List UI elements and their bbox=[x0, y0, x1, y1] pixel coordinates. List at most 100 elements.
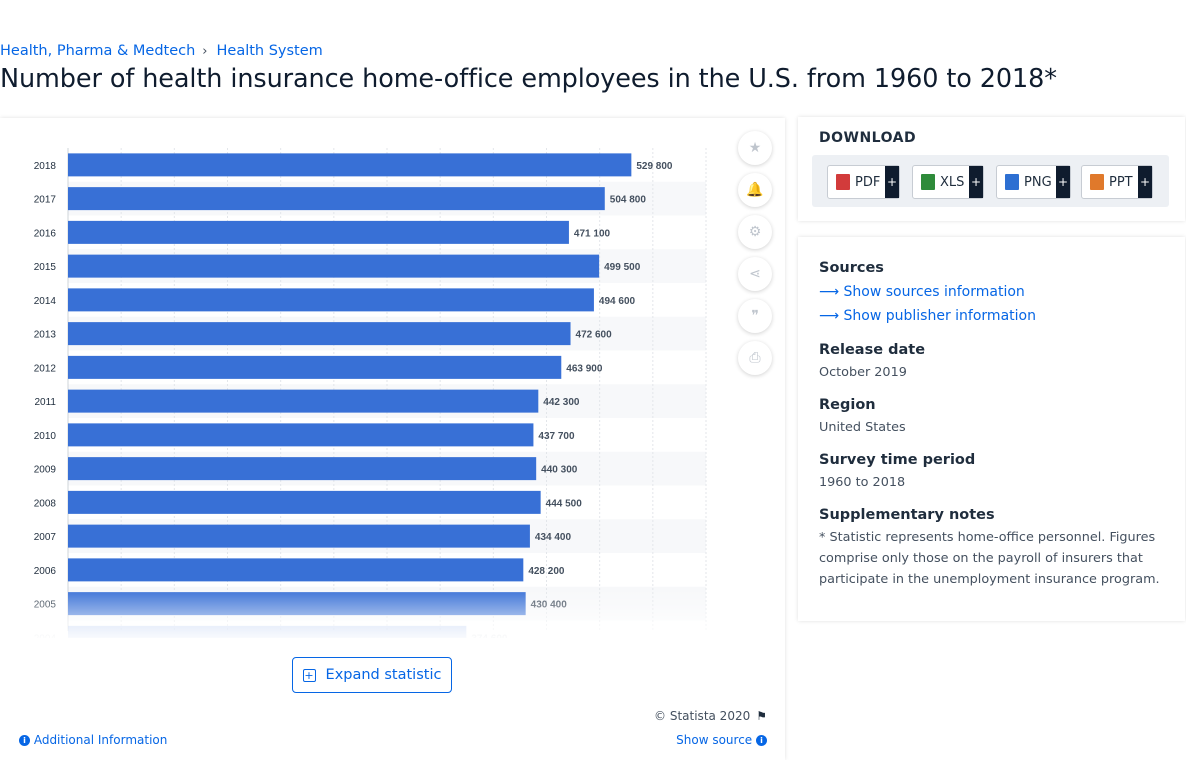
settings-button[interactable]: ⚙ bbox=[738, 215, 772, 249]
show-publisher-label: Show publisher information bbox=[844, 308, 1036, 324]
flag-icon[interactable]: ⚑ bbox=[756, 709, 767, 723]
bar[interactable] bbox=[68, 390, 538, 413]
data-label: 442 300 bbox=[543, 397, 580, 408]
data-label: 529 800 bbox=[636, 161, 673, 172]
show-publisher-link[interactable]: ⟶ Show publisher information bbox=[819, 308, 1036, 324]
y-tick-label: 2008 bbox=[34, 498, 57, 509]
y-tick-label: 2015 bbox=[34, 262, 57, 273]
arrow-right-icon: ⟶ bbox=[819, 284, 839, 300]
share-icon: ⋖ bbox=[749, 266, 761, 282]
bar[interactable] bbox=[68, 187, 605, 210]
y-tick-label: 2011 bbox=[34, 397, 56, 408]
supplementary-notes-heading: Supplementary notes bbox=[819, 507, 995, 523]
y-tick-label: 2013 bbox=[34, 330, 57, 341]
breadcrumb: Health, Pharma & Medtech › Health System bbox=[0, 43, 323, 59]
download-ppt-button[interactable]: PPT + bbox=[1081, 165, 1153, 199]
y-tick-label: 2016 bbox=[34, 228, 57, 239]
additional-information-link[interactable]: i Additional Information bbox=[19, 733, 167, 747]
expand-statistic-button[interactable]: + Expand statistic bbox=[292, 657, 452, 693]
plus-icon[interactable]: + bbox=[885, 166, 899, 198]
download-panel: DOWNLOAD PDF + XLS + PNG + PPT + bbox=[798, 117, 1185, 221]
statistic-info-panel: Sources ⟶ Show sources information ⟶ Sho… bbox=[798, 237, 1185, 621]
y-tick-label: 2009 bbox=[34, 465, 57, 476]
data-label: 437 700 bbox=[538, 431, 575, 442]
ppt-file-icon bbox=[1090, 174, 1104, 190]
download-title: DOWNLOAD bbox=[819, 130, 916, 146]
release-date-value: October 2019 bbox=[819, 365, 907, 380]
supplementary-notes-value: * Statistic represents home-office perso… bbox=[819, 527, 1169, 590]
breadcrumb-item-health-pharma[interactable]: Health, Pharma & Medtech bbox=[0, 43, 195, 59]
copyright-text: © Statista 2020 bbox=[654, 709, 750, 723]
plus-icon[interactable]: + bbox=[1056, 166, 1070, 198]
cite-button[interactable]: ❞ bbox=[738, 299, 772, 333]
show-source-link[interactable]: Show source i bbox=[676, 733, 767, 747]
download-ppt-label: PPT bbox=[1109, 175, 1133, 190]
chart-fade-overlay bbox=[0, 588, 720, 638]
plus-square-icon: + bbox=[303, 669, 316, 682]
chart-toolbar: ★ 🔔 ⚙ ⋖ ❞ ⎙ bbox=[738, 131, 772, 383]
bar[interactable] bbox=[68, 322, 571, 345]
xls-file-icon bbox=[921, 174, 935, 190]
info-icon: i bbox=[756, 735, 767, 746]
y-tick-label: 2010 bbox=[34, 431, 57, 442]
y-tick-label: 2006 bbox=[34, 566, 57, 577]
bar[interactable] bbox=[68, 525, 530, 548]
data-label: 428 200 bbox=[528, 566, 565, 577]
survey-period-heading: Survey time period bbox=[819, 452, 975, 468]
chart-panel: 2018 529 800 2017 504 800 2016 471 100 2015 499… bbox=[0, 118, 785, 760]
page-title: Number of health insurance home-office e… bbox=[0, 64, 1057, 94]
bar[interactable] bbox=[68, 457, 536, 480]
data-label: 444 500 bbox=[546, 498, 583, 509]
breadcrumb-separator: › bbox=[202, 44, 207, 59]
bar[interactable] bbox=[68, 558, 523, 581]
download-png-button[interactable]: PNG + bbox=[996, 165, 1071, 199]
download-xls-label: XLS bbox=[940, 175, 964, 190]
bar-chart: 2018 529 800 2017 504 800 2016 471 100 2015 499… bbox=[0, 118, 720, 638]
data-label: 504 800 bbox=[610, 195, 647, 206]
bar[interactable] bbox=[68, 423, 533, 446]
download-buttons-tray: PDF + XLS + PNG + PPT + bbox=[812, 155, 1169, 207]
show-source-label: Show source bbox=[676, 733, 752, 747]
download-png-label: PNG bbox=[1024, 175, 1052, 190]
y-tick-label: 2018 bbox=[34, 161, 57, 172]
region-value: United States bbox=[819, 420, 906, 435]
data-label: 472 600 bbox=[576, 330, 613, 341]
data-label: 463 900 bbox=[566, 363, 603, 374]
data-label: 434 400 bbox=[535, 532, 572, 543]
bar[interactable] bbox=[68, 288, 594, 311]
y-tick-label: 2014 bbox=[34, 296, 57, 307]
info-icon: i bbox=[19, 735, 30, 746]
download-pdf-label: PDF bbox=[855, 175, 880, 190]
bar[interactable] bbox=[68, 255, 599, 278]
show-sources-link[interactable]: ⟶ Show sources information bbox=[819, 284, 1025, 300]
bar[interactable] bbox=[68, 153, 631, 176]
expand-statistic-label: Expand statistic bbox=[326, 667, 442, 683]
plus-icon[interactable]: + bbox=[1138, 166, 1152, 198]
print-button[interactable]: ⎙ bbox=[738, 341, 772, 375]
cite-icon: ❞ bbox=[751, 308, 759, 324]
data-label: 440 300 bbox=[541, 465, 578, 476]
share-button[interactable]: ⋖ bbox=[738, 257, 772, 291]
favorite-icon: ★ bbox=[749, 140, 762, 156]
favorite-button[interactable]: ★ bbox=[738, 131, 772, 165]
print-icon: ⎙ bbox=[749, 350, 760, 366]
download-xls-button[interactable]: XLS + bbox=[912, 165, 984, 199]
bar[interactable] bbox=[68, 491, 541, 514]
download-pdf-button[interactable]: PDF + bbox=[827, 165, 900, 199]
data-label: 494 600 bbox=[599, 296, 636, 307]
plus-icon[interactable]: + bbox=[969, 166, 983, 198]
settings-icon: ⚙ bbox=[749, 224, 762, 240]
survey-period-value: 1960 to 2018 bbox=[819, 475, 905, 490]
breadcrumb-item-health-system[interactable]: Health System bbox=[217, 43, 323, 59]
show-sources-label: Show sources information bbox=[844, 284, 1025, 300]
bar[interactable] bbox=[68, 356, 561, 379]
notification-button[interactable]: 🔔 bbox=[738, 173, 772, 207]
bar[interactable] bbox=[68, 221, 569, 244]
copyright-notice: © Statista 2020 ⚑ bbox=[654, 709, 767, 723]
additional-information-label: Additional Information bbox=[34, 733, 168, 747]
y-tick-label: 2007 bbox=[34, 532, 57, 543]
y-tick-label: 2012 bbox=[34, 363, 57, 374]
y-tick-label: 2017 bbox=[34, 195, 57, 206]
notification-icon: 🔔 bbox=[746, 182, 763, 198]
data-label: 499 500 bbox=[604, 262, 641, 273]
